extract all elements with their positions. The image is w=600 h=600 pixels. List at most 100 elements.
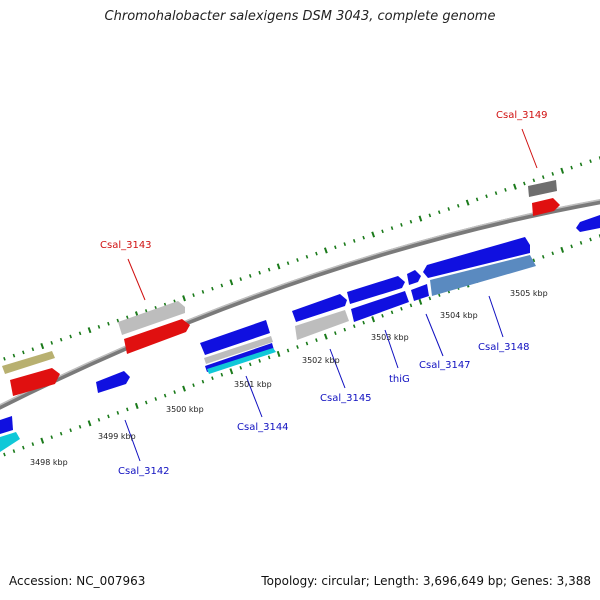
tick-label-3504: 3504 kbp bbox=[440, 311, 478, 320]
gene-blue-right-edge[interactable] bbox=[576, 215, 600, 232]
map-title: Chromohalobacter salexigens DSM 3043, co… bbox=[104, 9, 496, 24]
lower-strand-features bbox=[0, 255, 536, 452]
label-csal3145[interactable]: Csal_3145 bbox=[320, 393, 372, 404]
track-tick bbox=[362, 320, 365, 325]
track-tick bbox=[239, 365, 243, 370]
track-tick bbox=[116, 411, 120, 415]
track-tick bbox=[31, 442, 35, 446]
gene-blue-thig[interactable] bbox=[351, 291, 409, 322]
track-tick bbox=[371, 316, 376, 323]
track-tick bbox=[362, 235, 365, 240]
track-tick bbox=[22, 445, 25, 450]
gene-grey-csal3145[interactable] bbox=[295, 310, 349, 340]
track-tick bbox=[107, 321, 110, 326]
leader-csal3147 bbox=[425, 313, 444, 357]
track-tick bbox=[59, 337, 63, 342]
track-tick bbox=[541, 175, 545, 179]
tick-label-3500: 3500 kbp bbox=[166, 405, 204, 414]
gene-dark-grey-csal3149[interactable] bbox=[528, 180, 557, 197]
track-tick bbox=[475, 197, 479, 202]
track-tick bbox=[69, 334, 72, 339]
track-tick bbox=[211, 286, 214, 291]
track-tick bbox=[532, 178, 536, 183]
track-tick bbox=[211, 376, 214, 381]
track-tick bbox=[107, 414, 110, 419]
track-tick bbox=[87, 327, 92, 334]
gene-blue-upper-4[interactable] bbox=[423, 237, 530, 278]
track-tick bbox=[551, 172, 555, 176]
track-tick bbox=[409, 303, 413, 308]
track-tick bbox=[50, 435, 54, 440]
track-tick bbox=[447, 207, 451, 211]
track-tick bbox=[144, 400, 148, 405]
gene-grey-csal3143[interactable] bbox=[118, 301, 185, 335]
gene-blue-left-edge[interactable] bbox=[0, 416, 13, 434]
label-csal3144[interactable]: Csal_3144 bbox=[237, 422, 289, 433]
label-csal3148[interactable]: Csal_3148 bbox=[478, 342, 530, 353]
track-tick bbox=[31, 347, 35, 352]
track-tick bbox=[437, 210, 441, 215]
gene-olive[interactable] bbox=[2, 351, 55, 374]
topology-summary: Topology: circular; Length: 3,696,649 bp… bbox=[261, 574, 591, 588]
track-tick bbox=[40, 342, 45, 350]
track-tick bbox=[78, 424, 82, 429]
label-csal3142[interactable]: Csal_3142 bbox=[118, 466, 170, 477]
track-tick bbox=[220, 283, 224, 288]
track-tick bbox=[97, 325, 101, 329]
track-tick bbox=[126, 315, 129, 320]
track-tick bbox=[334, 331, 337, 335]
track-tick bbox=[570, 244, 573, 249]
track-tick bbox=[400, 306, 403, 311]
track-tick bbox=[428, 213, 432, 218]
track-tick bbox=[323, 247, 328, 254]
track-tick bbox=[248, 274, 252, 278]
track-tick bbox=[229, 279, 234, 286]
track-tick bbox=[258, 270, 261, 275]
track-tick bbox=[305, 254, 309, 259]
track-tick bbox=[485, 194, 488, 199]
track-tick bbox=[69, 428, 72, 433]
leader-csal3142 bbox=[124, 419, 141, 462]
track-tick bbox=[192, 293, 195, 297]
label-csal3147[interactable]: Csal_3147 bbox=[419, 360, 471, 371]
gene-blue-upper-3[interactable] bbox=[407, 270, 421, 285]
track-tick bbox=[409, 219, 413, 224]
gene-blue-csal3147[interactable] bbox=[411, 284, 429, 301]
gene-blue-csal3142[interactable] bbox=[96, 371, 130, 393]
leader-csal3143 bbox=[127, 258, 146, 301]
label-thig[interactable]: thiG bbox=[389, 374, 410, 385]
track-tick bbox=[400, 223, 403, 227]
track-tick bbox=[456, 203, 460, 208]
gene-steel-csal3148[interactable] bbox=[430, 255, 536, 296]
gene-blue-upper-1[interactable] bbox=[292, 294, 347, 322]
gene-blue-csal3144-a[interactable] bbox=[200, 320, 270, 355]
track-tick bbox=[390, 310, 394, 315]
gene-red-csal3143[interactable] bbox=[124, 319, 190, 354]
gene-grey-csal3144[interactable] bbox=[204, 336, 273, 364]
track-tick bbox=[220, 372, 224, 377]
accession-text: Accession: NC_007963 bbox=[9, 574, 146, 588]
label-leaders bbox=[124, 128, 538, 462]
track-tick bbox=[50, 341, 54, 345]
gene-red-left[interactable] bbox=[10, 368, 60, 396]
label-csal3149[interactable]: Csal_3149 bbox=[496, 110, 548, 121]
gene-blue-upper-2[interactable] bbox=[347, 276, 405, 304]
gene-red-csal3149[interactable] bbox=[532, 198, 560, 216]
track-tick bbox=[589, 237, 592, 242]
track-tick bbox=[504, 188, 507, 192]
track-tick bbox=[276, 263, 281, 270]
gene-cyan-left-edge[interactable] bbox=[0, 432, 20, 452]
track-tick bbox=[390, 226, 394, 230]
track-tick bbox=[513, 183, 517, 190]
track-tick bbox=[352, 324, 356, 329]
upper-strand-features bbox=[2, 180, 600, 396]
gene-cyan-csal3144[interactable] bbox=[207, 348, 276, 374]
label-csal3143[interactable]: Csal_3143 bbox=[100, 240, 152, 251]
track-tick bbox=[579, 162, 583, 167]
track-tick bbox=[116, 318, 120, 323]
track-tick bbox=[12, 449, 16, 453]
track-tick bbox=[428, 296, 432, 301]
track-tick bbox=[315, 251, 318, 256]
